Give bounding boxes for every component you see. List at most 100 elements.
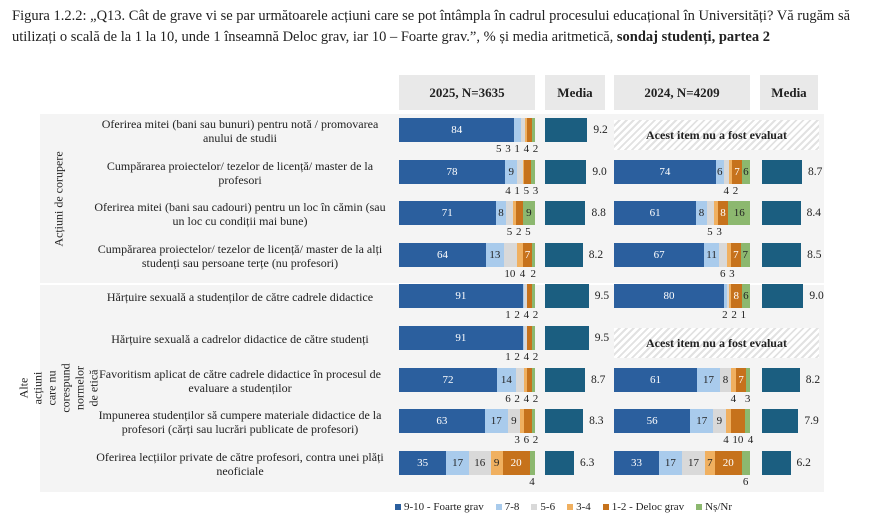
bar-segment-label: 2 (530, 267, 537, 280)
bar-segment-label: 5 (506, 226, 513, 239)
bar-segment: 9 (713, 409, 726, 434)
bar-segment: 67 (614, 242, 705, 267)
bar-segment-label: 5 (525, 226, 531, 239)
bar-segment-label: 2 (532, 143, 539, 155)
category-label: Favoritism aplicat de către cadrele dida… (99, 366, 381, 395)
bar-segment-label: 3 (744, 392, 751, 405)
bar-segment: 17 (682, 450, 706, 475)
mean-bar (545, 242, 583, 267)
bar-segment-label: 4 (723, 434, 729, 447)
bar-segment-label: 2 (532, 392, 539, 405)
mean-bar (545, 450, 574, 475)
bar-segment: 63 (399, 409, 485, 434)
mean-bar (545, 201, 586, 226)
bar-segment-label: 6 (505, 392, 511, 405)
mean-value: 9.5 (594, 332, 610, 344)
bar-segment-label: 4 (523, 351, 530, 363)
bar-segment (526, 118, 533, 142)
bar-segment-label: 4 (505, 184, 511, 197)
bar-segment (520, 409, 525, 434)
category-label: Cumpărarea proiectelor/ tezelor de licen… (97, 241, 383, 270)
legend-item: 1-2 - Deloc grav (602, 501, 685, 513)
mean-bar (762, 242, 802, 267)
mean-value: 8.8 (591, 207, 606, 220)
bar-segment (719, 242, 728, 267)
header-media-2025: Media (545, 75, 605, 110)
bar-segment-label: 5 (523, 184, 530, 197)
bar-segment: 61 (614, 201, 697, 226)
mean-value: 9.0 (592, 165, 607, 178)
bar-segment-label: 4 (523, 309, 530, 322)
title-bold: sondaj studenți, partea 2 (616, 29, 770, 45)
bar-segment: 56 (614, 409, 691, 434)
mean-value: 9.5 (594, 290, 610, 303)
bar-segment-label: 2 (514, 392, 520, 405)
bar-segment (514, 118, 522, 142)
bar-segment-label: 3 (505, 143, 511, 155)
legend-label: 1-2 - Deloc grav (611, 501, 685, 513)
bar-segment (526, 367, 533, 392)
bar-segment-label: 1 (505, 309, 511, 322)
category-label: Cumpărarea proiectelor/ tezelor de licen… (106, 158, 374, 187)
bar-segment: 16 (469, 450, 491, 475)
mean-bar (545, 326, 589, 350)
bar-segment (532, 284, 535, 309)
bar-segment (532, 367, 535, 392)
legend-item: 5-6 (531, 501, 555, 513)
bar-segment: 8 (696, 201, 707, 226)
figure-title: Figura 1.2.2: „Q13. Cât de grave vi se p… (12, 6, 872, 48)
category-label: Oferirea mitei (bani sau cadouri) pentru… (94, 200, 386, 229)
legend: 9-10 - Foarte grav 7-8 5-6 3-4 1-2 - Deloc g… (395, 501, 732, 513)
group-label-corupere: Acțiuni de corupere (52, 151, 67, 247)
bar-segment (530, 159, 535, 184)
bar-segment (524, 284, 527, 309)
bar-segment-label: 4 (747, 434, 754, 447)
bar-segment-label: 4 (723, 184, 730, 197)
bar-segment: 71 (399, 201, 496, 226)
bar-segment (521, 118, 526, 142)
bar-segment-label: 1 (505, 351, 511, 363)
bar-segment: 9 (507, 409, 521, 434)
bar-segment: 78 (399, 159, 506, 184)
mean-bar (762, 409, 799, 434)
header-2024: 2024, N=4209 (614, 75, 750, 110)
bar-segment: 6 (741, 284, 750, 309)
bar-segment: 72 (399, 367, 497, 392)
mean-bar (762, 159, 803, 184)
mean-bar (545, 367, 586, 392)
bar-segment: 9 (505, 159, 518, 184)
bar-segment (517, 159, 523, 184)
mean-value: 7.9 (804, 415, 819, 428)
bar-segment: 7 (705, 450, 715, 475)
bar-segment-label: 2 (515, 226, 522, 239)
bar-segment: 91 (399, 326, 523, 350)
bar-segment (524, 326, 527, 350)
bar-segment (729, 284, 731, 309)
bar-segment: 7 (732, 159, 742, 184)
bar-segment-label: 4 (523, 392, 530, 405)
bar-segment: 8 (730, 284, 742, 309)
bar-segment: 7 (522, 242, 533, 267)
legend-item: 7-8 (495, 501, 519, 513)
bar-segment: 6 (741, 159, 750, 184)
bar-segment (522, 159, 525, 184)
bar-segment (532, 242, 535, 267)
bar-segment-label: 4 (529, 475, 535, 488)
bar-segment: 17 (690, 409, 714, 434)
bar-segment (515, 201, 523, 226)
bar-segment-label: 3 (716, 226, 722, 239)
legend-swatch (395, 504, 401, 510)
bar-segment (522, 284, 525, 309)
bar-segment-label: 3 (514, 434, 520, 447)
legend-label: 5-6 (540, 501, 556, 513)
bar-segment-label: 2 (532, 434, 539, 447)
bar-segment (524, 409, 533, 434)
bar-segment (522, 326, 525, 350)
bar-segment: 17 (696, 367, 721, 392)
mean-bar (762, 450, 791, 475)
header-2025: 2025, N=3635 (399, 75, 535, 110)
bar-segment: 35 (399, 450, 447, 475)
bar-segment: 33 (614, 450, 659, 475)
legend-swatch (531, 504, 538, 510)
legend-label: Nș/Nr (705, 501, 733, 513)
